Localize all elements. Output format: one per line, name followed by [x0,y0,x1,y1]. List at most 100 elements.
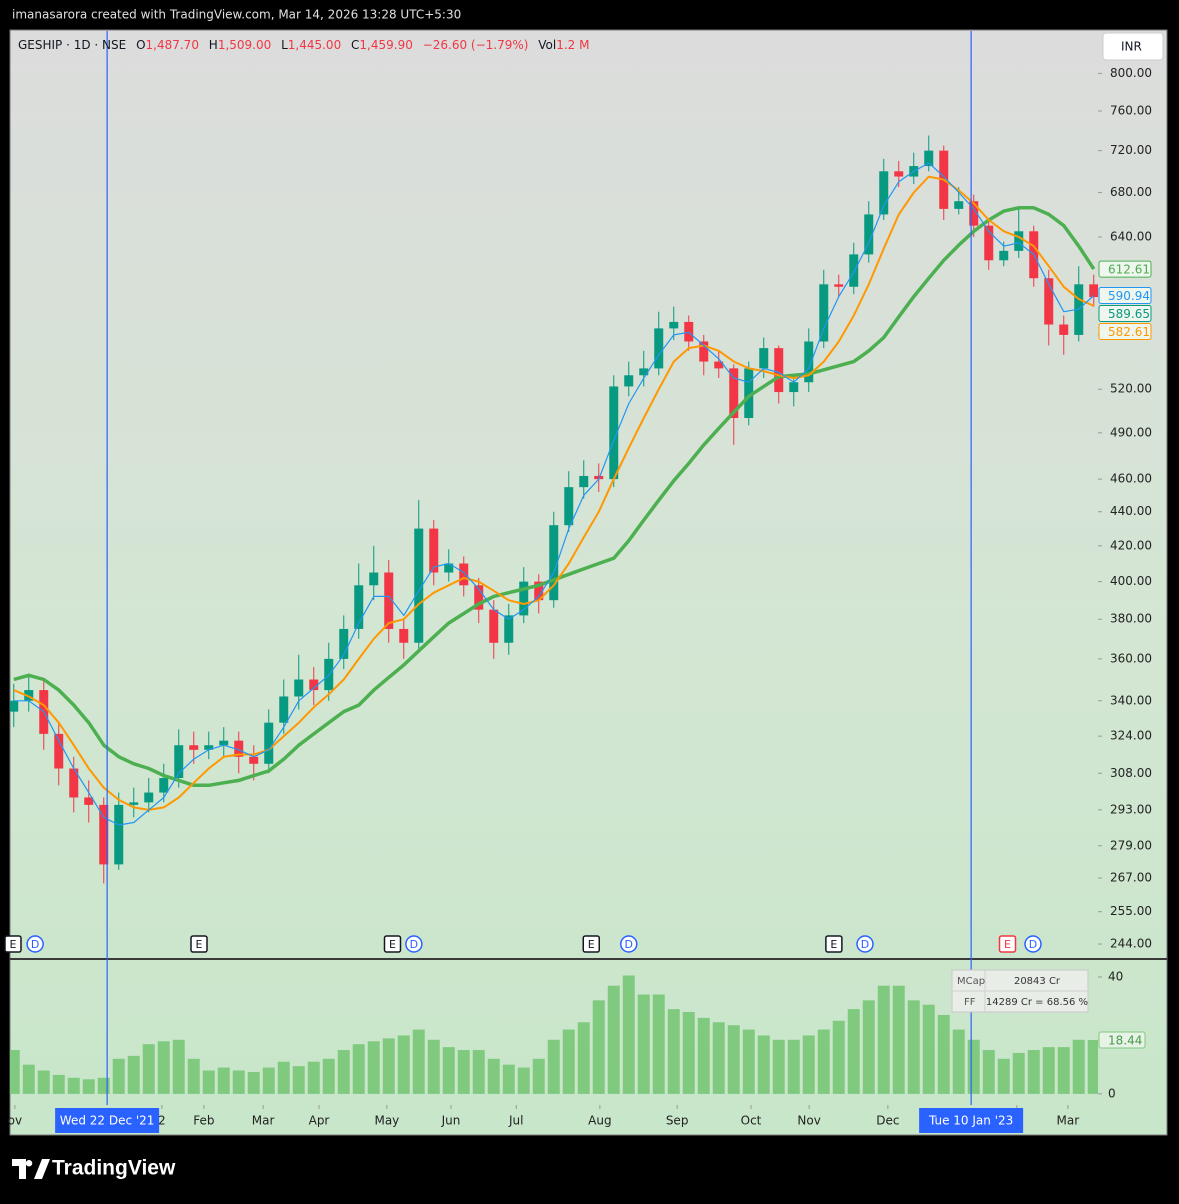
price-tag-label: 589.65 [1108,307,1150,321]
volume-bar [322,1058,335,1094]
event-label: E [588,938,595,951]
volume-bar [637,994,650,1094]
candle-body [639,368,649,376]
candle-body [249,756,259,764]
price-tag-label: 590.94 [1108,289,1150,303]
event-label: D [625,938,633,951]
candle-body [159,778,169,793]
y-tick-label: 380.00 [1110,612,1152,626]
volume-bar [787,1039,800,1094]
candle-body [354,585,364,629]
volume-bar [112,1058,125,1094]
price-tag [1098,322,1152,340]
candle-body [219,740,229,746]
candle-body [474,585,484,610]
volume-bar [292,1066,305,1094]
volume-bar [127,1055,140,1094]
candle-body [729,368,739,419]
candle-body [699,341,709,362]
y-tick-label: 440.00 [1110,504,1152,518]
candle-body [1044,278,1054,325]
volume-bar [247,1071,260,1094]
candle-body [84,797,94,805]
event-label: D [410,938,418,951]
volume-pane [10,975,1098,1094]
candle-body [564,487,574,526]
candle-body [519,581,529,616]
info-key: MCap [957,976,985,987]
volume-bar [877,985,890,1094]
volume-bar [1012,1052,1025,1094]
symbol: GESHIP · 1D · NSE [18,38,126,52]
y-tick-label: 640.00 [1110,230,1152,244]
currency-label[interactable]: INR [1121,40,1142,54]
event-label: E [830,938,837,951]
candle-body [429,528,439,573]
event-badge [1024,935,1042,953]
logo-mark [12,1159,50,1179]
volume-bar [217,1067,230,1094]
event-badge [582,935,600,953]
volume-tag-label: 18.44 [1108,1033,1142,1047]
candle-body [369,572,379,586]
volume-bar [622,975,635,1094]
x-tick-label: Jun [441,1114,461,1128]
volume-bar [907,1000,920,1094]
candle-body [789,382,799,393]
x-tick-label: Apr [309,1114,330,1128]
volume-tick-label: 0 [1108,1086,1116,1100]
volume-bar [727,1025,740,1094]
brand-name: TradingView [52,1157,176,1180]
volume-bar [10,1050,20,1094]
volume-bar [532,1058,545,1094]
event-badge [825,935,843,953]
volume-bar [517,1067,530,1094]
candle-body [804,341,814,383]
event-label: E [10,938,17,951]
volume-bar [97,1077,110,1094]
candle-body [654,328,664,369]
event-badge [190,935,208,953]
candle-body [189,745,199,750]
candle-body [174,745,184,779]
candle-body [669,321,679,329]
volume-bar [607,985,620,1094]
axes: 800.00760.00720.00680.00640.00560.00520.… [4,31,1152,1133]
candle-body [384,572,394,629]
x-tick-label: ov [8,1114,22,1128]
event-badge [26,935,44,953]
price-tag [1098,286,1152,304]
volume-bar [652,994,665,1094]
y-tick-label: 720.00 [1110,143,1152,157]
volume-bar [817,1029,830,1094]
volume-bar [202,1070,215,1094]
volume-bar [337,1050,350,1094]
candle-body [339,628,349,659]
price-tag-label: 612.61 [1108,263,1150,277]
price-tag-label: 582.61 [1108,325,1150,339]
event-label: E [389,938,396,951]
candle-body [954,201,964,209]
legend-key: L [281,38,288,52]
x-tick-label: Mar [252,1114,275,1128]
legend-key: O [136,38,145,52]
y-tick-label: 800.00 [1110,66,1152,80]
volume-bar [427,1039,440,1094]
event-label: D [861,938,869,951]
candle-body [1089,284,1098,298]
volume-bar [142,1044,155,1094]
moving-average [13,175,1095,811]
currency-button[interactable] [1102,32,1164,61]
volume-bar [697,1017,710,1094]
candle-body [879,171,889,215]
event-label: D [31,938,39,951]
y-tick-label: 460.00 [1110,472,1152,486]
volume-bar [967,1039,980,1094]
event-label: E [196,938,203,951]
candle-body [10,700,19,712]
y-tick-label: 340.00 [1110,693,1152,707]
volume-bar [22,1064,35,1094]
legend-value: 1,445.00 [288,38,341,52]
moving-average [13,162,1095,826]
